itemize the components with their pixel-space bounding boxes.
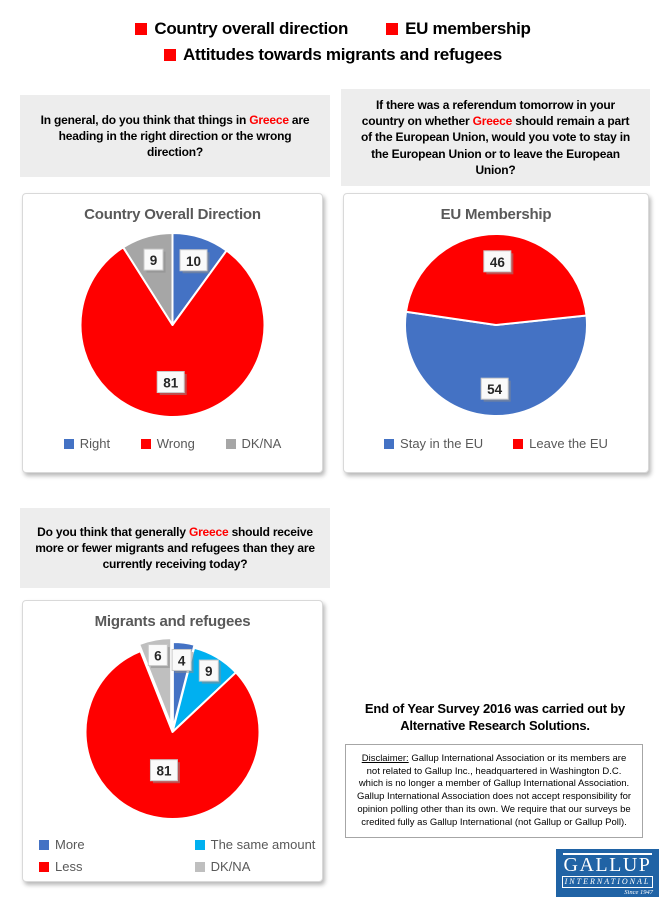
pie-slice-stay-in-the-eu — [404, 310, 588, 417]
legend-swatch-icon — [194, 861, 205, 872]
chart-title: Country Overall Direction — [84, 206, 261, 223]
legend-label: More — [55, 837, 85, 852]
legend-label: Less — [55, 859, 83, 874]
header-label: EU membership — [405, 19, 531, 38]
svg-text:9: 9 — [150, 253, 158, 268]
legend-item-the-same-amount: The same amount — [194, 837, 322, 852]
pie-value-label-right: 10 — [179, 249, 210, 274]
legend-label: The same amount — [210, 837, 316, 852]
country-highlight: Greece — [249, 112, 289, 127]
legend-label: Right — [79, 436, 111, 451]
pie-value-label-stay-in-the-eu: 54 — [480, 377, 511, 402]
svg-text:4: 4 — [178, 653, 186, 668]
svg-text:54: 54 — [487, 382, 503, 397]
pie-slice-wrong — [79, 246, 266, 418]
pie-value-label-leave-the-eu: 46 — [483, 250, 514, 275]
country-highlight: Greece — [472, 114, 513, 129]
legend-swatch-icon — [513, 438, 524, 449]
question-segment: are heading in the right direction or th… — [58, 112, 310, 160]
legend-swatch-icon — [384, 438, 395, 449]
bullet-square-icon — [135, 23, 148, 35]
pie-slice-leave-the-eu — [404, 233, 588, 326]
svg-text:10: 10 — [186, 254, 201, 269]
pie-chart-country-direction: 10 81 9 — [79, 232, 266, 418]
logo-rule — [563, 853, 652, 855]
gallup-international-logo: GALLUP INTERNATIONAL Since 1947 — [556, 849, 659, 897]
pie-slice-less — [84, 650, 261, 820]
pie-value-label-more: 4 — [171, 648, 194, 673]
legend-item-dk-na: DK/NA — [225, 436, 282, 451]
bullet-square-icon — [386, 23, 399, 35]
svg-text:46: 46 — [490, 255, 506, 270]
chart-title: EU Membership — [440, 206, 552, 223]
chart-panel-eu-membership: EU Membership 54 46 Stay in the EU Leave t… — [343, 193, 649, 473]
question-text: If there was a referendum tomorrow in yo… — [355, 97, 636, 177]
header-row-2: Attitudes towards migrants and refugees — [0, 45, 666, 65]
svg-text:6: 6 — [154, 649, 162, 664]
legend-label: DK/NA — [241, 436, 282, 451]
disclaimer-body: Gallup International Association or its … — [356, 753, 632, 828]
header-label: Country overall direction — [154, 19, 349, 38]
header-item-migrants: Attitudes towards migrants and refugees — [164, 45, 502, 65]
chart-legend: More The same amount Less DK/NA — [23, 837, 322, 874]
legend-label: Wrong — [156, 436, 195, 451]
pie-value-label-dk-na: 9 — [143, 248, 166, 273]
legend-swatch-icon — [194, 839, 205, 850]
svg-text:81: 81 — [163, 376, 179, 391]
question-segment: should receive more or fewer migrants an… — [35, 524, 315, 572]
question-segment: In general, do you think that things in — [40, 112, 250, 127]
disclaimer-box: Disclaimer: Gallup International Associa… — [345, 744, 643, 839]
pie-chart-eu-membership: 54 46 — [404, 233, 588, 417]
legend-swatch-icon — [225, 438, 236, 449]
source-note: End of Year Survey 2016 was carried out … — [364, 701, 626, 734]
pie-value-label-the-same-amount: 9 — [198, 659, 221, 684]
header-item-eu-membership: EU membership — [386, 19, 531, 39]
question-segment: If there was a referendum tomorrow in yo… — [361, 98, 615, 129]
question-segment: Do you think that generally — [37, 524, 189, 539]
pie-value-label-dk-na: 6 — [147, 644, 170, 669]
chart-panel-country-direction: Country Overall Direction 10 81 9 Right Wro… — [22, 193, 323, 473]
pie-chart-migrants: 4 9 81 6 — [84, 637, 261, 820]
legend-swatch-icon — [39, 861, 49, 872]
logo-wordmark: GALLUP — [563, 854, 652, 876]
chart-panel-migrants: Migrants and refugees 4 9 81 6 More The same… — [22, 600, 323, 882]
legend-label: Stay in the EU — [400, 436, 484, 451]
header-label: Attitudes towards migrants and refugees — [183, 45, 502, 64]
legend-item-wrong: Wrong — [140, 436, 195, 451]
header-item-country-direction: Country overall direction — [135, 19, 348, 39]
question-text: Do you think that generally Greece shoul… — [34, 524, 316, 572]
legend-swatch-icon — [140, 438, 151, 449]
legend-item-leave-the-eu: Leave the EU — [513, 436, 608, 451]
pie-value-label-less: 81 — [149, 759, 180, 784]
chart-legend: Stay in the EU Leave the EU — [344, 436, 648, 451]
question-box-migrants: Do you think that generally Greece shoul… — [20, 508, 330, 588]
header-row-1: Country overall direction EU membership — [0, 19, 666, 39]
legend-swatch-icon — [39, 839, 49, 850]
svg-text:81: 81 — [156, 764, 172, 779]
legend-label: DK/NA — [210, 859, 251, 874]
question-text: In general, do you think that things in … — [34, 112, 316, 160]
logo-since: Since 1947 — [624, 889, 653, 896]
bullet-square-icon — [164, 49, 177, 61]
chart-title: Migrants and refugees — [94, 613, 251, 630]
country-highlight: Greece — [188, 524, 229, 539]
legend-swatch-icon — [63, 438, 74, 449]
chart-legend: Right Wrong DK/NA — [23, 436, 322, 451]
legend-item-less: Less — [39, 859, 195, 874]
question-box-country-direction: In general, do you think that things in … — [20, 95, 330, 177]
question-box-eu-membership: If there was a referendum tomorrow in yo… — [341, 89, 650, 186]
legend-item-dk-na: DK/NA — [194, 859, 322, 874]
disclaimer-label: Disclaimer: — [361, 753, 409, 764]
svg-text:9: 9 — [205, 664, 213, 679]
legend-label: Leave the EU — [529, 436, 608, 451]
question-segment: should remain a part of the European Uni… — [360, 114, 631, 177]
pie-value-label-wrong: 81 — [156, 371, 187, 396]
legend-item-stay-in-the-eu: Stay in the EU — [384, 436, 483, 451]
legend-item-right: Right — [63, 436, 111, 451]
logo-subtitle: INTERNATIONAL — [562, 876, 653, 888]
legend-item-more: More — [39, 837, 195, 852]
